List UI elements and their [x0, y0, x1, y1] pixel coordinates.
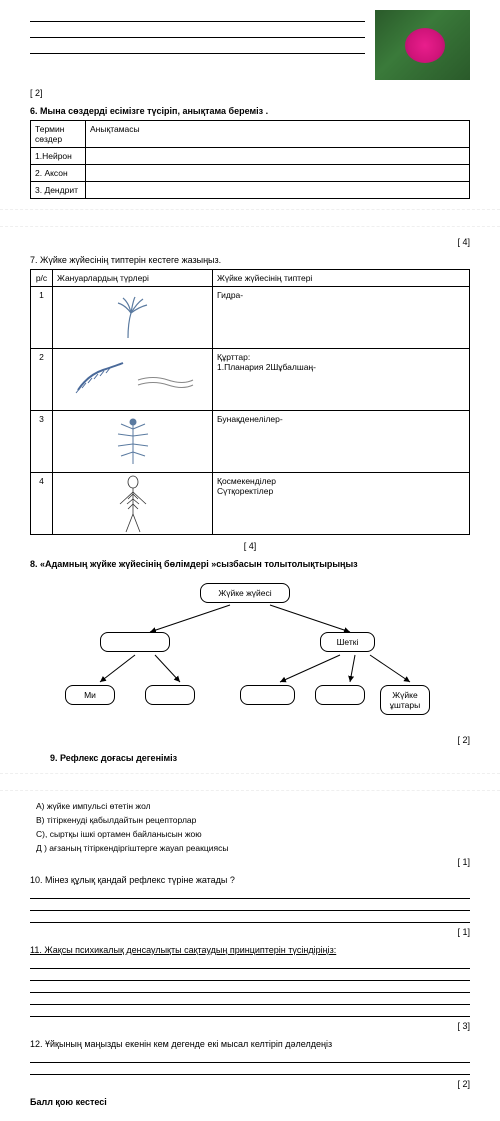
q7-title: 7. Жүйке жүйесінің типтерін кестеге жазы… [30, 255, 470, 265]
box-empty[interactable] [145, 685, 195, 705]
insect-image [53, 411, 213, 473]
answer-lines [30, 10, 365, 58]
box-top: Жүйке жүйесі [200, 583, 290, 603]
score-4b: [ 4] [30, 541, 470, 551]
q8-diagram: Жүйке жүйесі Шеткі Ми Жүйке ұштары [30, 577, 470, 727]
q7-h2: Жүйке жүйесінің типтері [213, 270, 470, 287]
box-mi: Ми [65, 685, 115, 705]
q7-h1: Жануарлардың түрлері [53, 270, 213, 287]
q9-title: 9. Рефлекс доғасы дегеніміз [50, 753, 470, 763]
box-empty[interactable] [240, 685, 295, 705]
q9-opt-b[interactable]: B) тітіркенуді қабылдайтын рецепторлар [36, 815, 470, 825]
q10-title: 10. Мінез құлық қандай рефлекс түріне жа… [30, 875, 470, 885]
q6-title: 6. Мына сөздерді есімізге түсіріп, анықт… [30, 106, 470, 116]
footer-title: Балл қою кестесі [30, 1097, 470, 1107]
q11-title: 11. Жақсы психикалық денсаулықты сақтауд… [30, 945, 470, 955]
q9-opt-d[interactable]: Д ) ағзаның тітіркендіргіштерге жауап ре… [36, 843, 470, 853]
q11-lines[interactable] [30, 959, 470, 1017]
q7-h0: р/с [31, 270, 53, 287]
table-row: 2. Аксон [31, 165, 86, 182]
q12-title: 12. Ұйқының маңызды екенін кем дегенде е… [30, 1039, 470, 1049]
q9-opt-a[interactable]: A) жүйке импульсі өтетін жол [36, 801, 470, 811]
q7-table: р/с Жануарлардың түрлері Жүйке жүйесінің… [30, 269, 470, 535]
q9-score: [ 1] [30, 857, 470, 867]
top-section [30, 10, 470, 80]
q11-score: [ 3] [30, 1021, 470, 1031]
box-right: Шеткі [320, 632, 375, 652]
flower-image [375, 10, 470, 80]
human-image [53, 473, 213, 535]
q9-opt-c[interactable]: C), сыртқы ішкі ортамен байланысын жою [36, 829, 470, 839]
table-row: 3. Дендрит [31, 182, 86, 199]
hydra-image [53, 287, 213, 349]
q8-title: 8. «Адамның жүйке жүйесінің бөлімдері »с… [30, 559, 470, 569]
table-row: 1.Нейрон [31, 148, 86, 165]
box-empty[interactable] [315, 685, 365, 705]
score-2: [ 2] [30, 88, 470, 98]
q6-table: Термин сөздер Анықтамасы 1.Нейрон 2. Акс… [30, 120, 470, 199]
box-empty[interactable] [100, 632, 170, 652]
q6-header-term: Термин сөздер [31, 121, 86, 148]
q10-score: [ 1] [30, 927, 470, 937]
score-4: [ 4] [30, 237, 470, 247]
worm-image [53, 349, 213, 411]
q10-lines[interactable] [30, 889, 470, 923]
q8-score: [ 2] [30, 735, 470, 745]
q6-header-def: Анықтамасы [86, 121, 470, 148]
q12-lines[interactable] [30, 1053, 470, 1075]
box-br: Жүйке ұштары [380, 685, 430, 715]
q12-score: [ 2] [30, 1079, 470, 1089]
